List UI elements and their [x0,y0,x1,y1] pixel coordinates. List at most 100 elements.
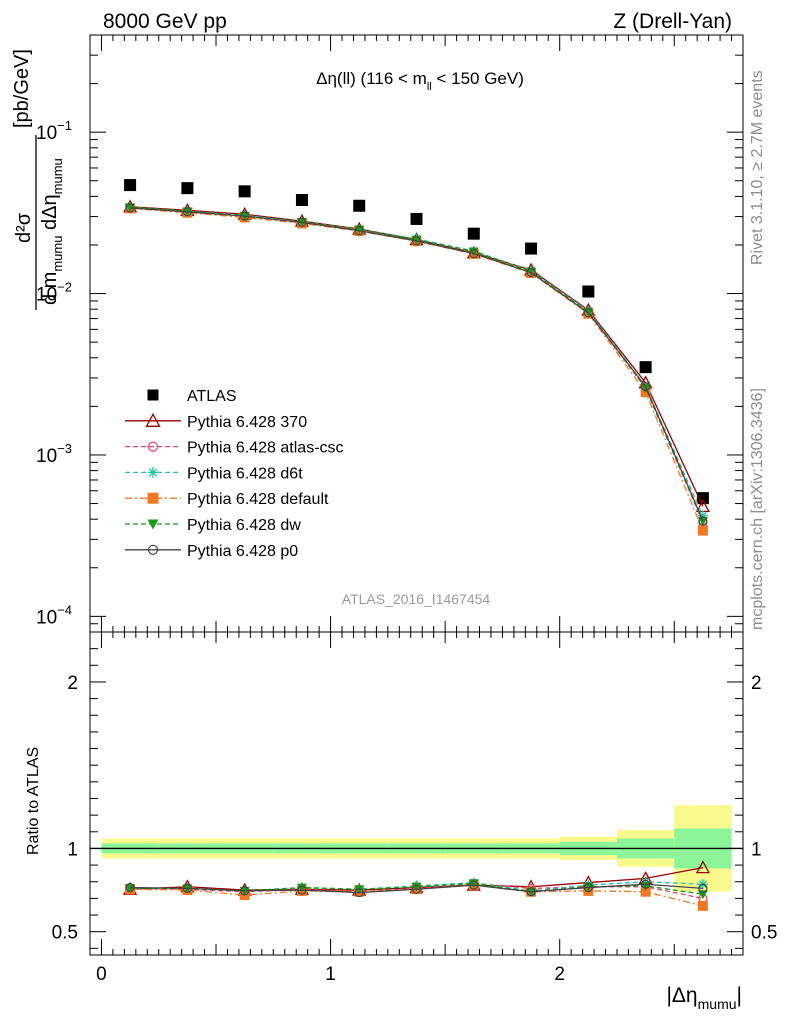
legend-marker [147,389,159,401]
ratio-ytick-label-right: 1 [751,839,762,860]
legend-marker [147,519,159,530]
main-ytick-label: 10−4 [36,602,72,628]
data-point [181,182,194,195]
legend-marker [147,441,159,452]
data-point [467,227,480,240]
ratio-point [469,880,479,890]
data-point [697,516,708,526]
data-point [297,217,307,228]
legend-marker [147,466,159,478]
legend-marker [147,492,159,504]
ratio-xlabel: |Δηmumu| [666,984,742,1012]
legend-entry: Pythia 6.428 d6t [125,465,303,482]
watermark: ATLAS_2016_I1467454 [342,591,491,607]
data-point [354,226,364,236]
ratio-series-5 [125,879,708,898]
legend-marker [147,544,159,555]
ratio-point [697,890,708,900]
series-line [130,207,704,522]
ratio-xtick-label: 1 [325,964,336,985]
main-panel: Δη(ll) (116 < mll < 150 GeV) ATLAS_2016_… [11,34,744,633]
legend-label: Pythia 6.428 p0 [187,543,298,560]
legend-label: Pythia 6.428 default [187,491,329,508]
rivet-version-label: Rivet 3.1.10, ≥ 2.7M events [749,70,766,265]
ratio-point [583,882,593,893]
svg-text:d²σ: d²σ [13,212,35,243]
data-point [353,199,366,212]
legend-label: ATLAS [187,388,237,405]
data-point [410,212,423,225]
ratio-xtick-label: 0 [96,964,107,985]
data-point [295,193,308,206]
series-4 [125,203,708,536]
ratio-point [697,900,708,911]
ratio-axes-ticks [90,631,743,955]
legend-entry: Pythia 6.428 atlas-csc [125,440,344,457]
data-point [125,203,135,213]
data-point [639,361,652,374]
main-axes-ticks [90,34,743,633]
legend-label: Pythia 6.428 370 [187,414,307,431]
legend-label: Pythia 6.428 atlas-csc [187,440,344,457]
main-ylabel: [pb/GeV] d²σ d mmumu dΔηmumu [11,49,65,310]
ratio-point [182,883,192,894]
series-6 [125,203,708,526]
legend-entry: ATLAS [147,388,237,405]
data-point [583,308,593,318]
main-series-layer [123,179,710,536]
data-point [641,382,651,392]
main-ytick-labels: 10−1 10−2 10−3 10−4 [36,118,72,628]
ratio-ytick-label-right: 0.5 [751,923,777,944]
ratio-series-line [130,883,703,894]
header-left: 8000 GeV pp [103,10,227,33]
legend-label: Pythia 6.428 d6t [187,465,303,482]
main-title: Δη(ll) (116 < mll < 150 GeV) [316,69,524,93]
ratio-point [411,882,422,892]
ratio-ylabel: Ratio to ATLAS [25,747,42,855]
data-point [182,207,192,217]
ratio-ytick-label: 0.5 [52,923,78,944]
ratio-xtick-label: 2 [554,964,565,985]
ratio-ytick-label-right: 2 [751,673,762,694]
ratio-point [297,885,307,895]
data-point [697,525,708,536]
header-right: Z (Drell-Yan) [613,10,732,33]
mcplots-label: mcplots.cern.ch [arXiv:1306.3436] [749,388,766,630]
svg-text:[pb/GeV]: [pb/GeV] [11,49,33,128]
data-point [469,248,479,259]
ratio-point [354,885,365,895]
legend-entry: Pythia 6.428 default [125,491,329,508]
ratio-tick-labels: 0.5 0.5 1 1 2 2 0 1 2 [52,673,778,985]
ratio-plot-frame [89,631,744,956]
legend-entry: Pythia 6.428 p0 [125,543,298,560]
main-ytick-label: 10−2 [36,280,72,306]
ratio-point [411,884,422,894]
ratio-point [125,882,135,893]
ratio-point [640,876,651,887]
data-point [124,179,137,192]
legend-entry: Pythia 6.428 dw [125,517,301,534]
ratio-point [698,883,708,894]
data-point [526,267,536,278]
ratio-point [296,883,307,893]
main-ytick-label: 10−1 [36,118,72,144]
main-ytick-label: 10−3 [36,441,72,467]
ratio-point [640,886,651,897]
legend-label: Pythia 6.428 dw [187,517,301,534]
data-point [411,236,422,246]
ratio-point [240,886,250,896]
legend: ATLAS Pythia 6.428 370 Pythia 6.428 atlas-… [125,388,344,560]
data-point [640,383,651,393]
ratio-ytick-label: 2 [67,673,78,694]
data-point [697,510,708,521]
data-point [525,242,538,255]
ratio-point [125,884,136,894]
data-point [698,516,708,526]
ratio-ytick-label: 1 [67,839,78,860]
ratio-point [526,887,536,897]
ratio-point [695,860,710,874]
legend-entry: Pythia 6.428 370 [125,412,307,431]
svg-text:d mmumu dΔηmumu: d mmumu dΔηmumu [39,158,65,305]
ratio-point [354,887,364,898]
